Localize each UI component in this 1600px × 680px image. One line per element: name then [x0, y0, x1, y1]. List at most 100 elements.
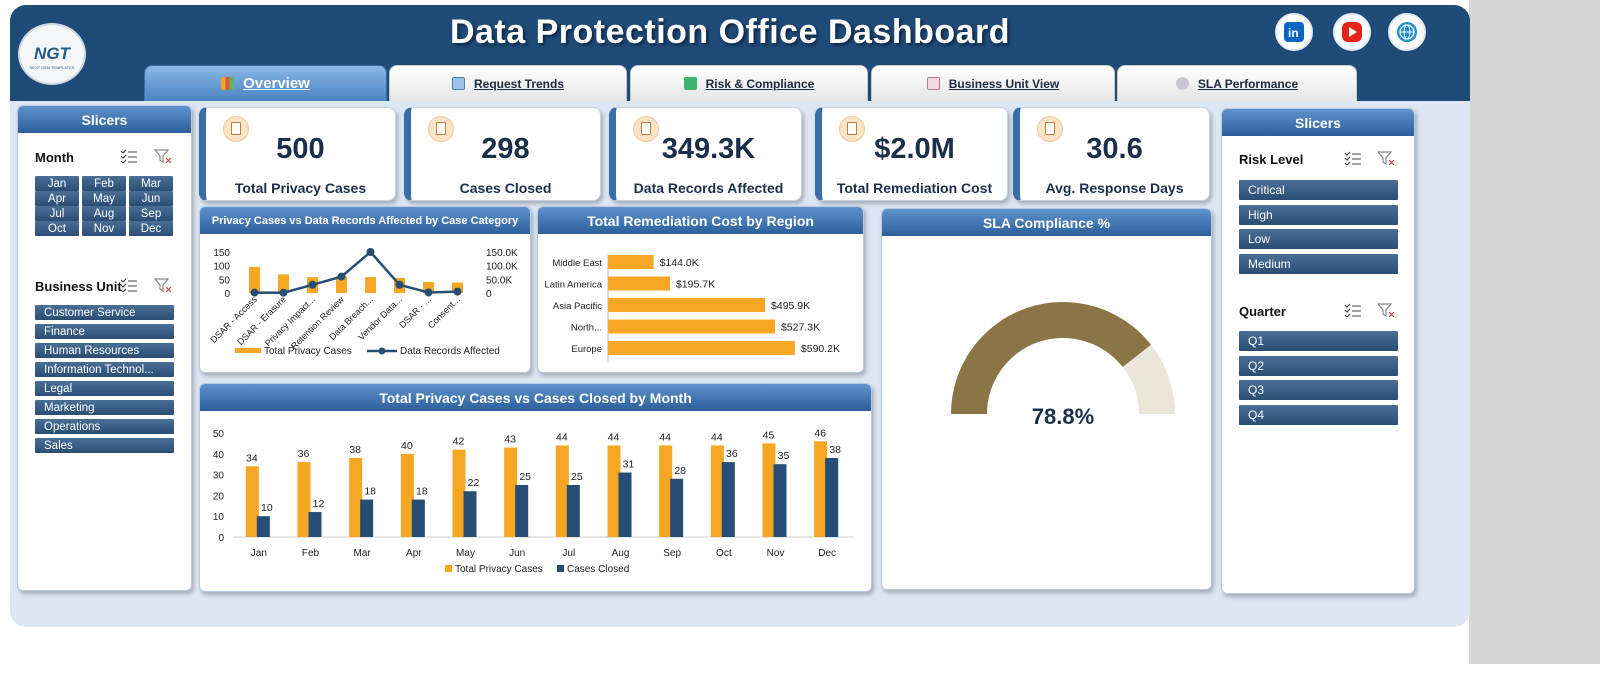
bar-total-privacy-cases	[814, 441, 828, 537]
month-chip-jun[interactable]: Jun	[129, 191, 173, 206]
youtube-button[interactable]	[1333, 13, 1371, 51]
clear-filter-icon[interactable]	[1377, 151, 1395, 165]
risk-level-chip-critical[interactable]: Critical	[1239, 180, 1398, 200]
month-chip-oct[interactable]: Oct	[35, 221, 79, 236]
linkedin-icon: in	[1284, 22, 1304, 42]
y-tick-label: 10	[213, 512, 225, 523]
month-label: Dec	[818, 548, 836, 559]
tab-request-trends[interactable]: Request Trends	[389, 65, 627, 101]
data-label: 10	[261, 502, 273, 514]
clear-filter-icon[interactable]	[1377, 303, 1395, 317]
quarter-chip-q1[interactable]: Q1	[1239, 331, 1398, 351]
month-chip-dec[interactable]: Dec	[129, 221, 173, 236]
data-label: 25	[571, 471, 583, 483]
business-unit-chip[interactable]: Sales	[35, 438, 174, 453]
y2-tick-label: 100.0K	[486, 262, 518, 273]
multi-select-icon[interactable]	[1344, 151, 1362, 165]
bar-cases-closed	[721, 462, 735, 537]
remediation-cost-by-region-chart: Total Remediation Cost by Region Middle …	[537, 206, 864, 373]
legend-label: Data Records Affected	[400, 346, 500, 357]
kpi-label: Total Remediation Cost	[836, 180, 993, 196]
logo-text: NGT	[34, 44, 70, 63]
clear-filter-icon[interactable]	[154, 278, 172, 292]
multi-select-icon[interactable]	[120, 278, 138, 292]
data-label: 45	[763, 429, 775, 441]
month-chip-sep[interactable]: Sep	[129, 206, 173, 221]
month-chip-mar[interactable]: Mar	[129, 176, 173, 191]
tab-overview[interactable]: Overview	[144, 65, 387, 101]
bar-chart-icon	[221, 77, 235, 90]
bar-total-privacy-cases	[504, 447, 518, 537]
kpi-label: Avg. Response Days	[1045, 180, 1184, 196]
legend-swatch-bar	[235, 348, 261, 353]
month-chip-jul[interactable]: Jul	[35, 206, 79, 221]
data-label: 18	[416, 486, 428, 498]
kpi-label: Total Privacy Cases	[234, 180, 367, 196]
month-label: Aug	[612, 548, 630, 559]
business-unit-chip[interactable]: Legal	[35, 381, 174, 396]
left-slicer-title: Slicers	[18, 106, 191, 133]
bar-total-privacy-cases	[245, 466, 259, 537]
data-label: 25	[519, 471, 531, 483]
tab-sla-performance[interactable]: SLA Performance	[1117, 65, 1357, 101]
website-button[interactable]	[1388, 13, 1426, 51]
quarter-chip-q4[interactable]: Q4	[1239, 404, 1398, 425]
chart-title: Total Remediation Cost by Region	[538, 207, 863, 234]
kpi-card: $2.0M Total Remediation Cost	[815, 107, 1008, 201]
month-chip-aug[interactable]: Aug	[82, 206, 126, 221]
month-label: Jan	[251, 548, 267, 559]
month-chip-feb[interactable]: Feb	[82, 176, 126, 191]
linkedin-button[interactable]: in	[1275, 13, 1313, 51]
ngt-logo: NGT NEXT GEN TEMPLATES	[18, 23, 86, 85]
risk-level-chip-low[interactable]: Low	[1239, 229, 1398, 249]
category-label: Latin America	[544, 280, 602, 291]
risk-level-slicer-label: Risk Level	[1239, 152, 1304, 167]
data-label: 38	[829, 444, 841, 456]
left-slicer-panel: Slicers Month Jan Feb Mar Apr May Jun Jul Aug Se…	[17, 105, 192, 591]
clipboard-icon	[428, 116, 454, 142]
month-label: Feb	[302, 548, 320, 559]
bar-cases-closed	[308, 512, 322, 537]
category-label: Europe	[571, 344, 602, 355]
business-unit-chip[interactable]: Finance	[35, 324, 174, 339]
data-label: $144.0K	[660, 257, 699, 269]
risk-level-chip-medium[interactable]: Medium	[1239, 253, 1398, 274]
bar-total-privacy-cases	[365, 277, 376, 293]
kpi-value: $2.0M	[874, 133, 955, 165]
month-chip-apr[interactable]: Apr	[35, 191, 79, 206]
business-unit-chip[interactable]: Human Resources	[35, 343, 174, 358]
multi-select-icon[interactable]	[1344, 303, 1362, 317]
risk-level-chip-high[interactable]: High	[1239, 204, 1398, 225]
data-label: 42	[453, 436, 465, 448]
bar-cases-closed	[618, 472, 632, 537]
y-tick-label: 150	[213, 248, 230, 259]
cases-by-month-chart: Total Privacy Cases vs Cases Closed by M…	[199, 383, 872, 592]
data-label: 38	[349, 444, 361, 456]
quarter-chip-q2[interactable]: Q2	[1239, 355, 1398, 376]
line-data-records-affected	[254, 250, 458, 294]
dashboard-board: NGT NEXT GEN TEMPLATES Data Protection O…	[10, 5, 1470, 627]
tab-business-unit-view[interactable]: Business Unit View	[871, 65, 1115, 101]
month-chip-nov[interactable]: Nov	[82, 221, 126, 236]
business-unit-chip[interactable]: Customer Service	[35, 305, 174, 320]
month-label: Jun	[509, 548, 525, 559]
sla-compliance-chart: SLA Compliance % 78.8%	[881, 208, 1212, 590]
kpi-card: 298 Cases Closed	[404, 107, 601, 201]
data-label: 44	[711, 431, 723, 443]
month-chip-may[interactable]: May	[82, 191, 126, 206]
quarter-slicer-label: Quarter	[1239, 304, 1286, 319]
multi-select-icon[interactable]	[120, 149, 138, 163]
business-unit-chip[interactable]: Marketing	[35, 400, 174, 415]
tab-risk-compliance[interactable]: Risk & Compliance	[630, 65, 868, 101]
month-chip-jan[interactable]: Jan	[35, 176, 79, 191]
business-unit-slicer-label: Business Unit	[35, 279, 122, 294]
right-slicer-panel: Slicers Risk Level Critical High Low Medium…	[1221, 108, 1415, 594]
data-label: 44	[659, 431, 671, 443]
bar-total-privacy-cases	[349, 457, 363, 537]
quarter-chip-q3[interactable]: Q3	[1239, 380, 1398, 400]
clear-filter-icon[interactable]	[154, 149, 172, 163]
business-unit-chip[interactable]: Information Technol...	[35, 362, 174, 377]
business-unit-chip[interactable]: Operations	[35, 419, 174, 434]
kpi-card: 30.6 Avg. Response Days	[1013, 107, 1210, 201]
checkmark-icon	[683, 77, 697, 90]
